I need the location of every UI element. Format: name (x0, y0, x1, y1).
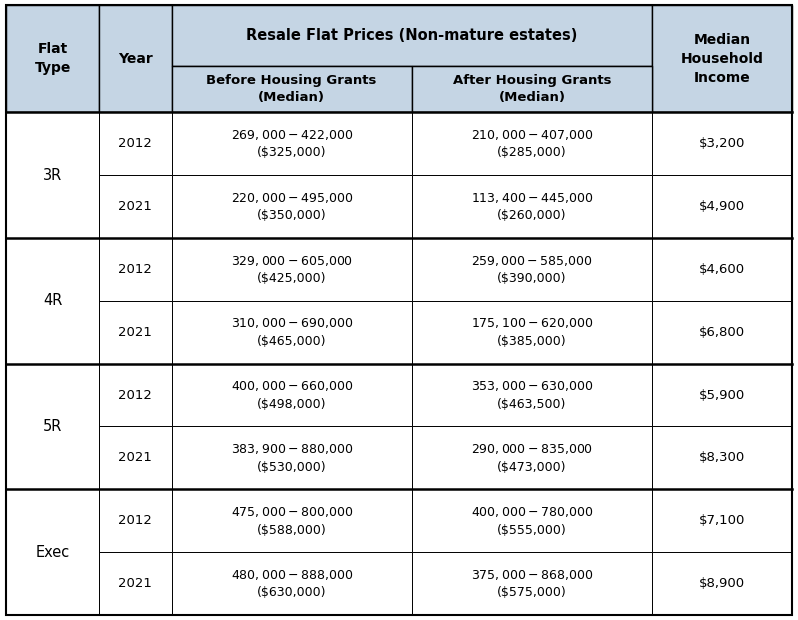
Bar (172, 66, 412, 112)
Text: After Housing Grants
(Median): After Housing Grants (Median) (452, 74, 611, 104)
Bar (99, 552, 172, 615)
Bar (172, 489, 412, 552)
Text: $375,000 - $868,000
($575,000): $375,000 - $868,000 ($575,000) (471, 568, 593, 600)
Bar (99, 363, 172, 427)
Bar (172, 363, 412, 427)
Bar (172, 552, 412, 615)
Bar (652, 363, 792, 427)
Bar (6, 112, 99, 238)
Bar (99, 5, 172, 112)
Text: Year: Year (118, 51, 152, 66)
Bar (412, 112, 652, 175)
Text: $290,000 - $835,000
($473,000): $290,000 - $835,000 ($473,000) (471, 442, 593, 474)
Bar (6, 5, 99, 112)
Text: $4,900: $4,900 (699, 200, 745, 213)
Bar (652, 427, 792, 489)
Text: 4R: 4R (43, 293, 62, 308)
Text: $210,000 -$407,000
($285,000): $210,000 -$407,000 ($285,000) (471, 128, 593, 159)
Text: Median
Household
Income: Median Household Income (681, 33, 763, 84)
Text: $400,000 - $660,000
($498,000): $400,000 - $660,000 ($498,000) (231, 379, 353, 411)
Text: $4,600: $4,600 (699, 263, 745, 276)
Bar (412, 427, 652, 489)
Bar (652, 489, 792, 552)
Bar (172, 5, 652, 66)
Bar (172, 238, 412, 301)
Bar (652, 301, 792, 363)
Text: Exec: Exec (36, 545, 70, 560)
Bar (412, 175, 652, 238)
Bar (412, 301, 652, 363)
Bar (652, 5, 792, 112)
Text: $8,900: $8,900 (699, 577, 745, 590)
Text: 2021: 2021 (118, 326, 152, 339)
Text: $353,000 - $630,000
($463,500): $353,000 - $630,000 ($463,500) (471, 379, 593, 411)
Bar (172, 175, 412, 238)
Text: $259,000 - $585,000
($390,000): $259,000 - $585,000 ($390,000) (471, 254, 593, 285)
Bar (99, 301, 172, 363)
Text: $383,900 - $880,000
($530,000): $383,900 - $880,000 ($530,000) (231, 442, 353, 474)
Text: Resale Flat Prices (Non-mature estates): Resale Flat Prices (Non-mature estates) (246, 28, 578, 43)
Bar (6, 363, 99, 489)
Text: 2021: 2021 (118, 577, 152, 590)
Text: $475,000 - $800,000
($588,000): $475,000 - $800,000 ($588,000) (231, 505, 353, 536)
Bar (652, 112, 792, 175)
Text: $310,000 - $690,000
($465,000): $310,000 - $690,000 ($465,000) (231, 316, 353, 348)
Bar (99, 489, 172, 552)
Text: 5R: 5R (43, 419, 62, 434)
Bar (412, 363, 652, 427)
Bar (172, 427, 412, 489)
Text: $220,000 - $495,000
($350,000): $220,000 - $495,000 ($350,000) (231, 191, 353, 222)
Text: 2012: 2012 (118, 514, 152, 527)
Bar (412, 238, 652, 301)
Bar (6, 489, 99, 615)
Text: 2021: 2021 (118, 200, 152, 213)
Text: 2021: 2021 (118, 451, 152, 464)
Bar (99, 427, 172, 489)
Bar (412, 552, 652, 615)
Text: 2012: 2012 (118, 137, 152, 150)
Bar (99, 238, 172, 301)
Text: $400,000 - $780,000
($555,000): $400,000 - $780,000 ($555,000) (471, 505, 593, 536)
Text: $113,400 - $445,000
($260,000): $113,400 - $445,000 ($260,000) (471, 191, 593, 222)
Text: $480,000 - $888,000
($630,000): $480,000 - $888,000 ($630,000) (231, 568, 353, 600)
Text: $8,300: $8,300 (699, 451, 745, 464)
Bar (99, 175, 172, 238)
Text: $329,000 - $605,000
($425,000): $329,000 - $605,000 ($425,000) (231, 254, 353, 285)
Text: $3,200: $3,200 (699, 137, 745, 150)
Text: 3R: 3R (43, 167, 62, 182)
Bar (99, 112, 172, 175)
Text: Before Housing Grants
(Median): Before Housing Grants (Median) (207, 74, 377, 104)
Bar (172, 301, 412, 363)
Bar (652, 552, 792, 615)
Text: 2012: 2012 (118, 389, 152, 402)
Text: $269,000 - $422,000
($325,000): $269,000 - $422,000 ($325,000) (231, 128, 353, 159)
Text: 2012: 2012 (118, 263, 152, 276)
Bar (172, 112, 412, 175)
Bar (652, 175, 792, 238)
Bar (412, 489, 652, 552)
Bar (412, 66, 652, 112)
Text: $5,900: $5,900 (699, 389, 745, 402)
Bar (6, 238, 99, 363)
Text: $175,100 - $620,000
($385,000): $175,100 - $620,000 ($385,000) (471, 316, 593, 348)
Text: $6,800: $6,800 (699, 326, 745, 339)
Text: $7,100: $7,100 (699, 514, 745, 527)
Text: Flat
Type: Flat Type (34, 42, 71, 75)
Bar (652, 238, 792, 301)
